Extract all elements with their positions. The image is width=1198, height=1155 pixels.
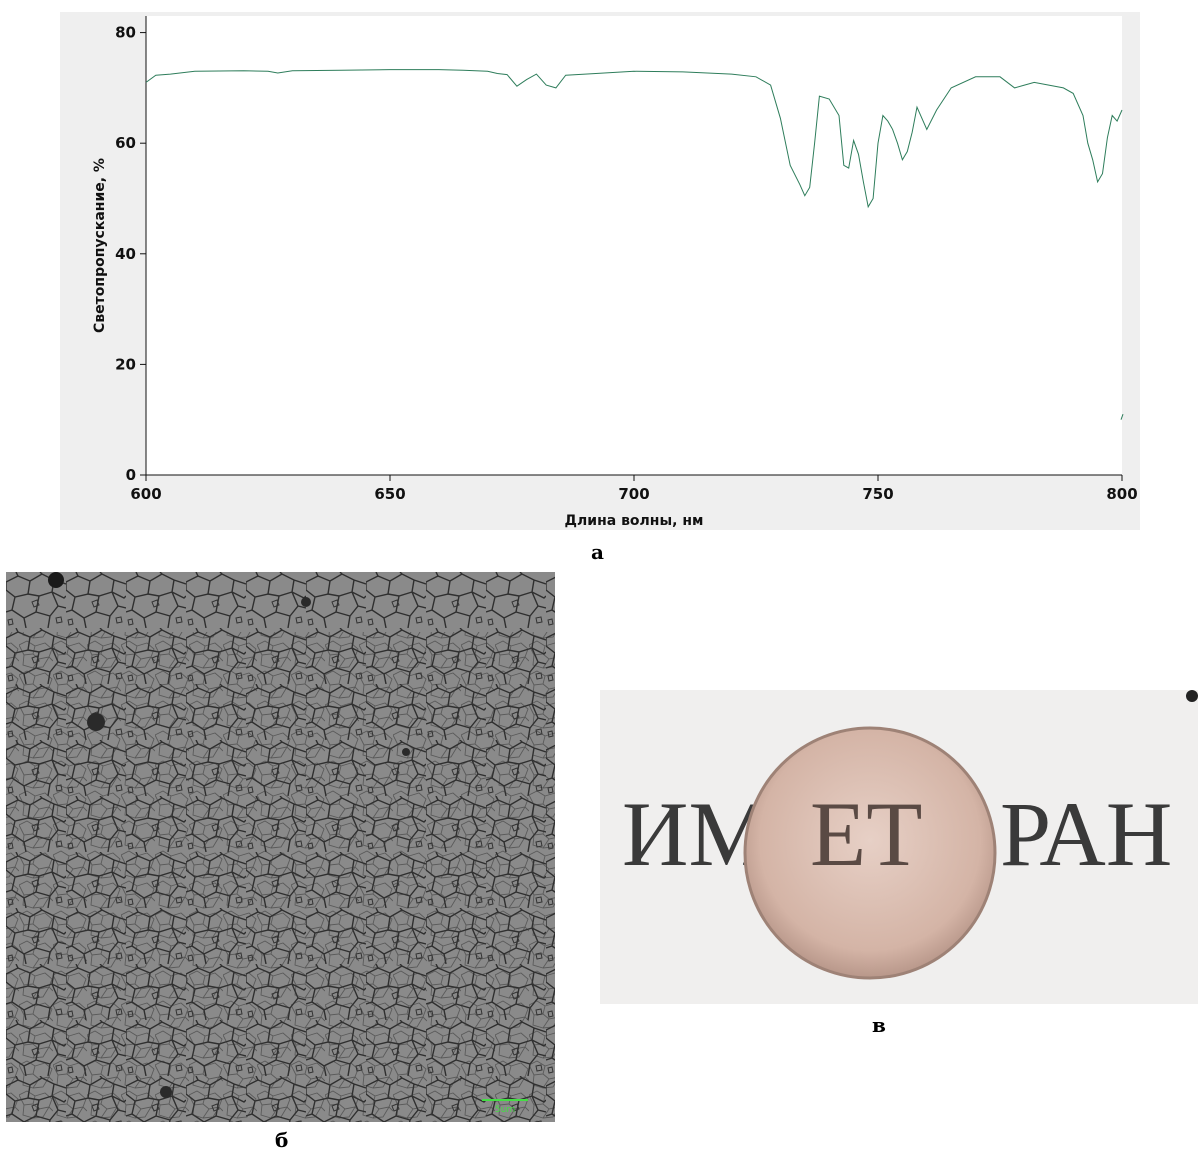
series-tail-mark (1120, 413, 1124, 420)
grain-micrograph: 5um (6, 572, 555, 1122)
photo-text-right: РАН (1000, 783, 1172, 885)
dark-inclusion (87, 713, 105, 731)
dark-inclusion (402, 748, 410, 756)
scale-bar: 5um (482, 1099, 528, 1115)
y-tick-label: 60 (115, 134, 136, 152)
scale-bar-label: 5um (495, 1105, 515, 1115)
caption-b: б (275, 1128, 289, 1152)
y-axis-title: Светопропускание, % (92, 158, 108, 333)
ceramic-disk (743, 726, 997, 980)
caption-a: а (591, 540, 604, 564)
x-axis-title: Длина волны, нм (565, 513, 704, 529)
y-tick-label: 20 (115, 355, 136, 373)
caption-c: в (872, 1013, 886, 1037)
y-tick-label: 0 (126, 466, 136, 484)
photo-text-center: ЕТ (810, 783, 922, 885)
transmittance-chart: 600 650 700 750 800 0 20 40 60 80 Длина волны, нм С… (60, 12, 1140, 530)
micrograph-fine-grains (6, 632, 555, 1122)
x-tick-label: 600 (130, 485, 161, 503)
sample-photo: ИМ РАН ЕТ (600, 690, 1198, 1004)
y-tick-label: 40 (115, 245, 136, 263)
plot-area (146, 16, 1122, 475)
dark-inclusion (301, 597, 311, 607)
y-tick-label: 80 (115, 24, 136, 42)
chart-svg: 600 650 700 750 800 0 20 40 60 80 Длина волны, нм С… (92, 16, 1138, 529)
x-tick-label: 800 (1106, 485, 1137, 503)
corner-mark (1186, 690, 1198, 702)
x-tick-label: 750 (862, 485, 893, 503)
x-tick-label: 650 (374, 485, 405, 503)
x-tick-label: 700 (618, 485, 649, 503)
series-line-0 (145, 69, 1123, 209)
dark-inclusion (160, 1086, 172, 1098)
dark-inclusion (48, 572, 64, 588)
